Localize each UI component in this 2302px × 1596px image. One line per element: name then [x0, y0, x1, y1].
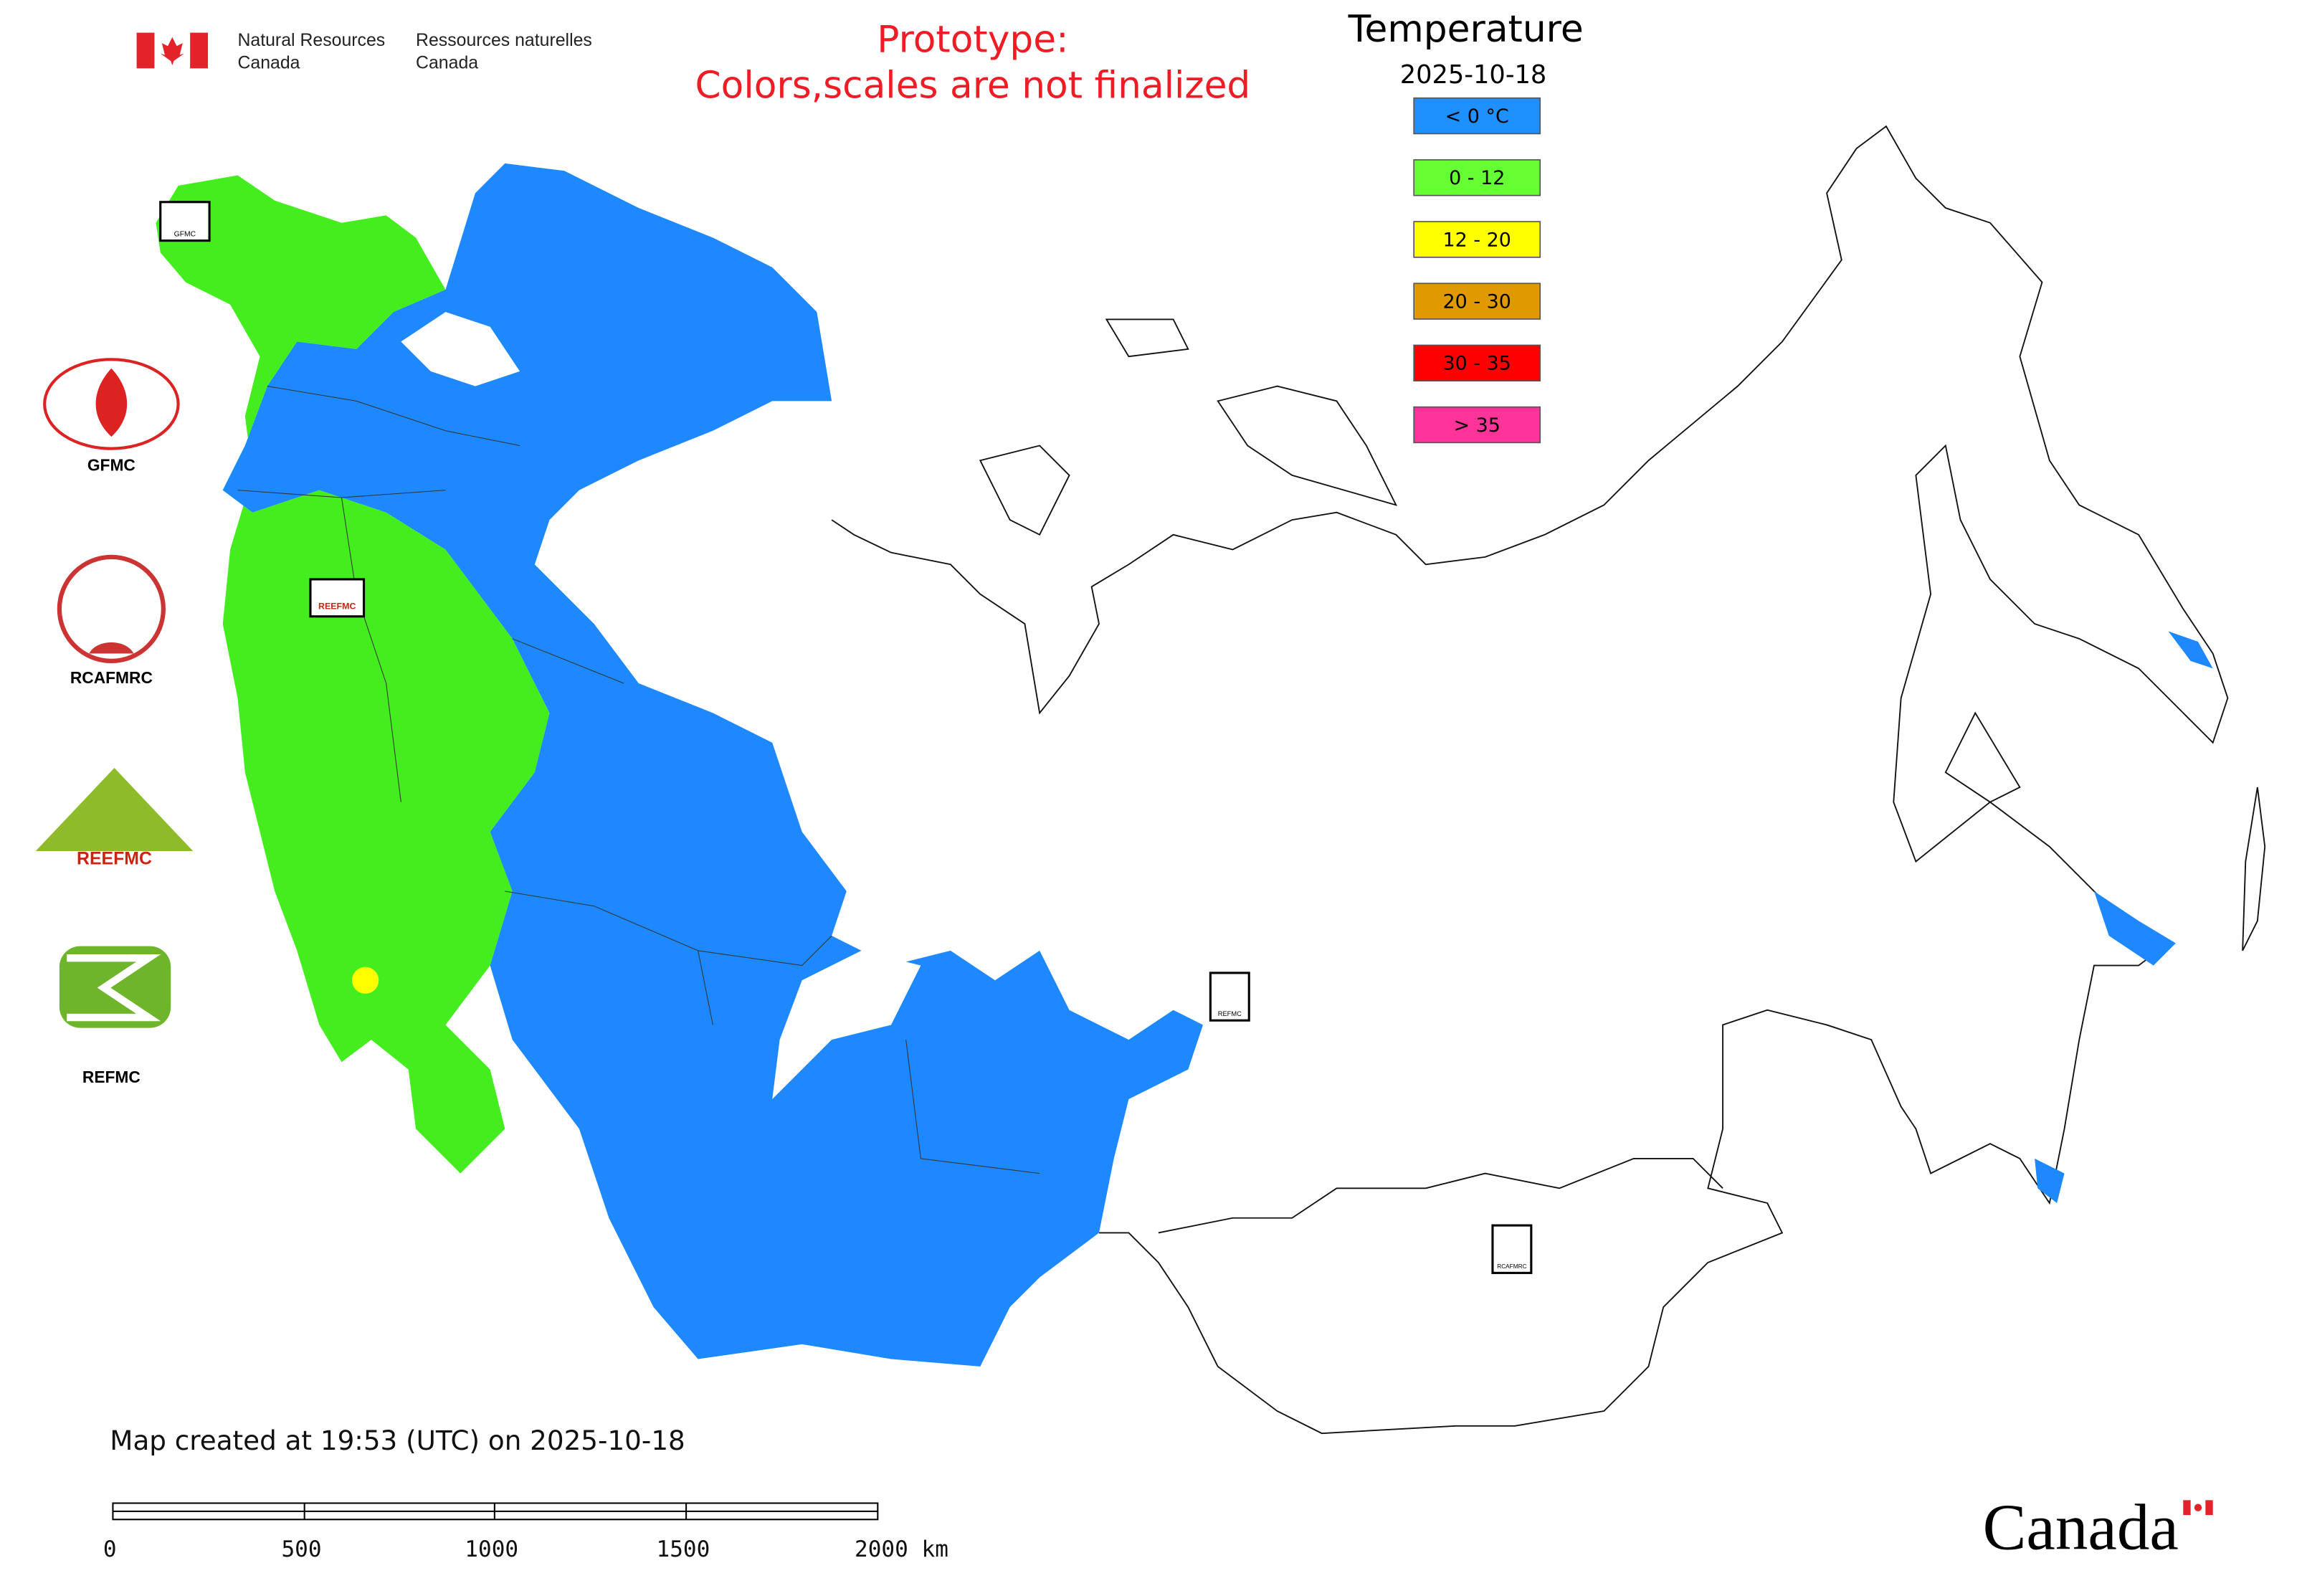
far-east-fragment: [2035, 1158, 2065, 1204]
map-markers: [159, 201, 1533, 1274]
canada-wordmark: Canada: [1983, 1491, 2179, 1564]
notice-line1: Prototype:: [877, 19, 1068, 62]
side-logos: [35, 358, 194, 1028]
legend-label: 0 - 12: [1449, 167, 1505, 189]
legend-swatch: [1413, 406, 1541, 444]
novaya-zemlya: [1105, 318, 1189, 358]
legend-label: 20 - 30: [1443, 290, 1511, 313]
mongolia-border: [1158, 1157, 1723, 1234]
kamchatka: [1944, 711, 2021, 803]
no-data-basin: [772, 950, 921, 1100]
scale-label: 1500: [657, 1536, 710, 1562]
map-marker-label: GFMC: [174, 230, 196, 238]
far-east-fragment: [2093, 890, 2176, 966]
side-logo-label: REEFMC: [77, 850, 152, 869]
canada-flag: [136, 32, 209, 69]
map-marker-label: REEFMC: [318, 601, 356, 611]
legend-label: 12 - 20: [1443, 229, 1511, 251]
org-en-line2: Canada: [237, 53, 300, 72]
org-en-line1: Natural Resources: [237, 31, 385, 50]
scale-label: 2000 km: [855, 1536, 948, 1562]
side-logo-label: GFMC: [87, 456, 135, 475]
wordmark-flag: [2183, 1500, 2213, 1516]
taymyr: [1217, 385, 1398, 506]
legend-swatch: [1413, 159, 1541, 196]
side-logo-label: REFMC: [82, 1068, 141, 1086]
legend-swatch: [1413, 282, 1541, 320]
coastline: [831, 125, 2229, 1435]
created-note: Map created at 19:53 (UTC) on 2025-10-18: [110, 1425, 685, 1456]
legend-date: 2025-10-18: [1400, 60, 1547, 90]
legend-label: > 35: [1454, 414, 1500, 437]
scale-bar: [112, 1502, 879, 1521]
far-east-fragment: [2168, 631, 2213, 669]
legend: < 0 °C 0 - 12 12 - 20 20 - 30 30 - 35 > 35: [1413, 97, 1541, 444]
scale-label: 1000: [465, 1536, 518, 1562]
admin-borders: [237, 386, 1040, 1174]
scale-label: 500: [281, 1536, 321, 1562]
temp-0-12-region: [156, 175, 550, 1174]
legend-swatch: [1413, 344, 1541, 382]
legend-label: < 0 °C: [1445, 105, 1509, 128]
map-marker-label: REFMC: [1218, 1010, 1242, 1017]
scale-label: 0: [103, 1536, 117, 1562]
temp-12-20-spot: [351, 966, 379, 994]
temp-below-0-region: [222, 163, 1204, 1367]
org-fr-line1: Ressources naturelles: [416, 31, 592, 50]
map: [156, 125, 2266, 1435]
scale-labels: 0 500 1000 1500 2000 km: [103, 1536, 948, 1562]
legend-label: 30 - 35: [1443, 353, 1511, 375]
notice-line2: Colors,scales are not finalized: [695, 65, 1251, 108]
yamal: [979, 445, 1070, 536]
org-fr-line2: Canada: [416, 53, 478, 72]
legend-swatch: [1413, 221, 1541, 258]
sakhalin: [2242, 787, 2266, 951]
legend-swatch: [1413, 97, 1541, 135]
white-sea: [401, 312, 520, 386]
map-marker-label: RCAFMRC: [1497, 1263, 1526, 1270]
side-logo-label: RCAFMRC: [70, 668, 153, 687]
legend-title: Temperature: [1348, 8, 1584, 51]
